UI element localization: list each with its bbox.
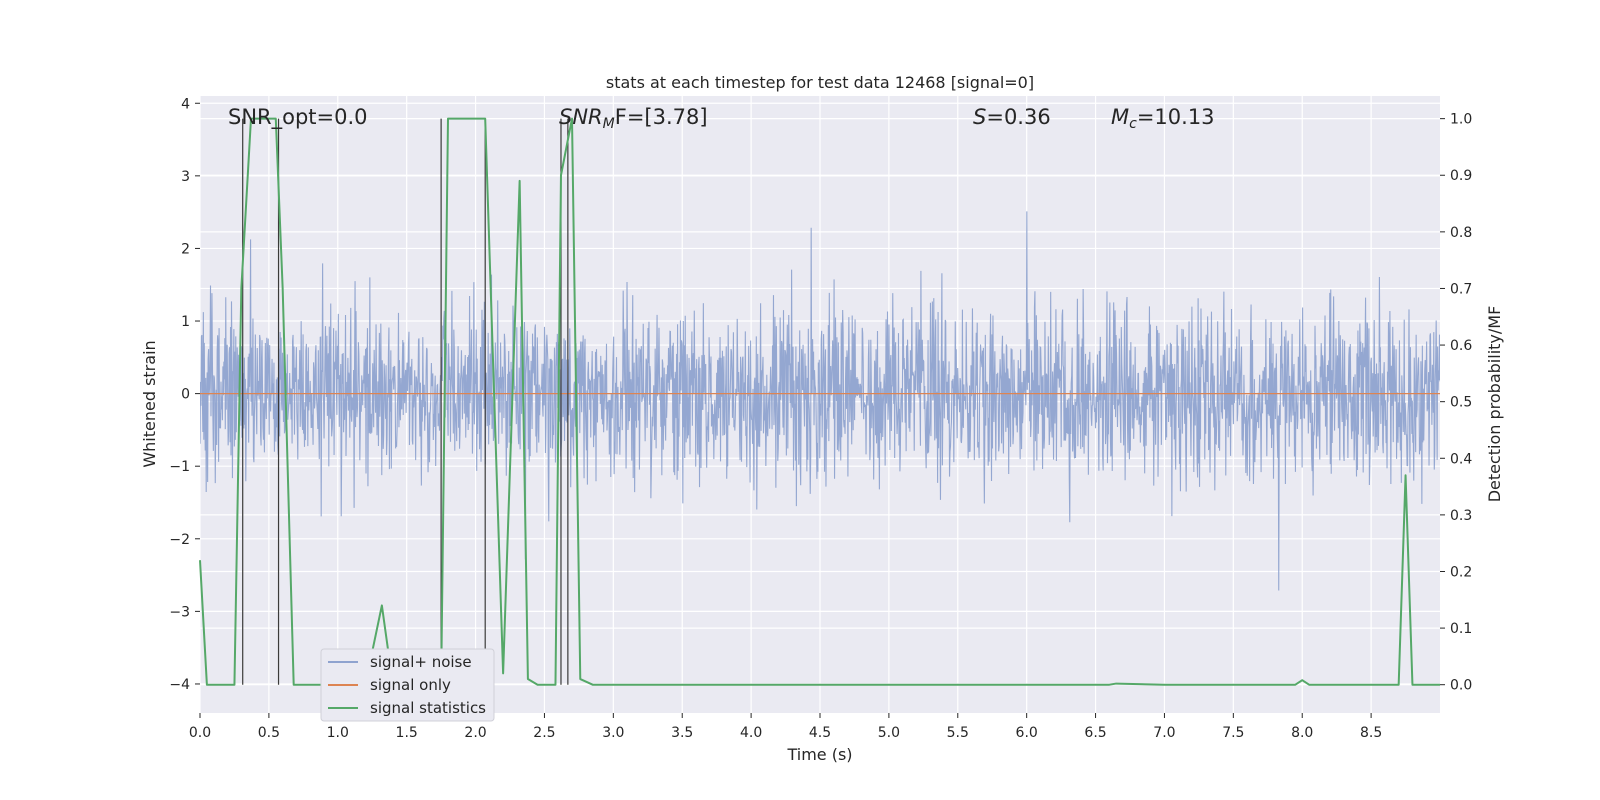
yl-tick-label-3: 1 — [181, 314, 190, 330]
yl-tick-label-1: 3 — [181, 169, 190, 185]
series-signal-statistics — [199, 117, 1440, 686]
y-left-axis-ticks: 4 3 2 1 0 −1 −2 −3 −4 — [169, 96, 200, 693]
x-tick-label-12: 6.0 — [1016, 725, 1038, 741]
yl-tick-label-5: −1 — [169, 459, 190, 475]
yr-tick-label-7: 0.3 — [1450, 508, 1472, 524]
annotation-snr-mf: SNRMF=[3.78] — [559, 105, 708, 132]
x-tick-label-6: 3.0 — [602, 725, 624, 741]
x-tick-label-7: 3.5 — [671, 725, 693, 741]
yl-tick-label-0: 4 — [181, 96, 190, 112]
signal-statistics-line — [199, 117, 1440, 686]
yr-tick-label-5: 0.5 — [1450, 395, 1472, 411]
x-tick-label-9: 4.5 — [809, 725, 831, 741]
yl-tick-label-6: −2 — [169, 532, 190, 548]
x-axis-ticks: 0.0 0.5 1.0 1.5 2.0 2.5 3.0 3.5 4.0 4.5 5.0 5.5 6.0 6… — [189, 713, 1382, 741]
x-tick-label-4: 2.0 — [464, 725, 486, 741]
x-tick-label-8: 4.0 — [740, 725, 762, 741]
legend-box — [320, 648, 495, 722]
chart-title: stats at each timestep for test data 124… — [606, 73, 1034, 92]
x-tick-label-1: 0.5 — [258, 725, 280, 741]
yr-tick-label-9: 0.1 — [1450, 621, 1472, 637]
yl-tick-label-4: 0 — [181, 387, 190, 403]
legend: signal+ noise signal only signal statist… — [320, 648, 495, 722]
legend-label-signal-statistics: signal statistics — [370, 699, 486, 717]
x-tick-label-3: 1.5 — [396, 725, 418, 741]
legend-label-signal-only: signal only — [370, 676, 451, 694]
yr-tick-label-8: 0.2 — [1450, 564, 1472, 580]
yr-tick-label-6: 0.4 — [1450, 451, 1472, 467]
x-tick-label-15: 7.5 — [1222, 725, 1244, 741]
y-right-axis-ticks: 1.0 0.9 0.8 0.7 0.6 0.5 0.4 0.3 0.2 0.1 0.0 — [1440, 112, 1472, 694]
x-tick-label-13: 6.5 — [1084, 725, 1106, 741]
x-tick-label-0: 0.0 — [189, 725, 211, 741]
x-tick-label-11: 5.5 — [947, 725, 969, 741]
x-tick-label-16: 8.0 — [1291, 725, 1313, 741]
yr-tick-label-2: 0.8 — [1450, 225, 1472, 241]
series-signal-noise — [200, 211, 1440, 591]
y-right-axis-label: Detection probability/MF — [1485, 306, 1504, 503]
annotation-s: S=0.36 — [973, 105, 1051, 129]
x-tick-label-14: 7.0 — [1153, 725, 1175, 741]
yl-tick-label-8: −4 — [169, 677, 190, 693]
legend-label-signal-noise: signal+ noise — [370, 653, 472, 671]
vertical-markers — [242, 118, 569, 685]
yl-tick-label-2: 2 — [181, 241, 190, 257]
yr-tick-label-1: 0.9 — [1450, 168, 1472, 184]
annotation-snr-opt: SNR_opt=0.0 — [228, 105, 368, 130]
yr-tick-label-0: 1.0 — [1450, 112, 1472, 128]
x-tick-label-10: 5.0 — [878, 725, 900, 741]
x-tick-label-17: 8.5 — [1360, 725, 1382, 741]
yl-tick-label-7: −3 — [169, 604, 190, 620]
yr-tick-label-4: 0.6 — [1450, 338, 1472, 354]
x-tick-label-5: 2.5 — [533, 725, 555, 741]
yr-tick-label-10: 0.0 — [1450, 678, 1472, 694]
x-axis-label: Time (s) — [786, 745, 852, 764]
annotation-mc: Mc=10.13 — [1111, 105, 1215, 132]
noise-trace — [200, 211, 1440, 591]
x-tick-label-2: 1.0 — [327, 725, 349, 741]
yr-tick-label-3: 0.7 — [1450, 281, 1472, 297]
y-left-axis-label: Whitened strain — [140, 340, 159, 467]
